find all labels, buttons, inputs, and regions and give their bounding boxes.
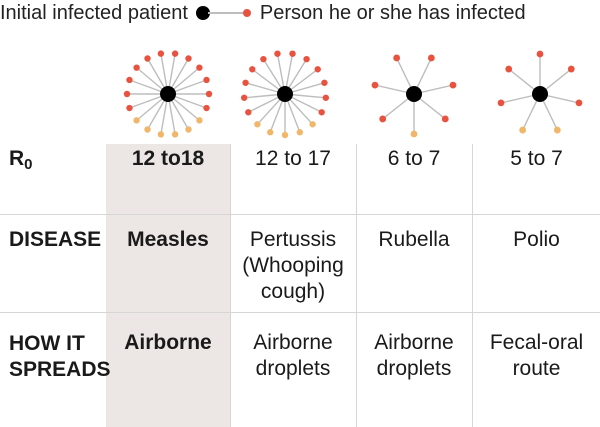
measles-infected-person-dot (126, 76, 133, 84)
measles-highlight-column (106, 144, 230, 427)
pertussis-infected-person-dot (321, 79, 328, 86)
polio-transmission-cluster (497, 50, 583, 134)
rubella-infected-person-dot (427, 54, 435, 62)
legend-initial-label: Initial infected patient (0, 1, 188, 24)
polio-r0-value: 5 to 7 (510, 147, 563, 170)
pertussis-infected-person-dot (242, 79, 249, 86)
pertussis-infected-person-dot (309, 121, 316, 128)
polio-infected-person-dot (519, 126, 527, 134)
measles-infected-person-dot (126, 104, 133, 112)
pertussis-infected-person-dot (245, 109, 252, 116)
rubella-r0-value: 6 to 7 (387, 147, 441, 170)
rubella-infected-person-dot (410, 130, 418, 138)
polio-infected-person-dot (575, 99, 583, 107)
rubella-infected-person-dot (379, 115, 387, 123)
rubella-infected-person-dot (393, 54, 401, 62)
measles-spread-route: Airborne (124, 331, 212, 354)
rubella-patient-dot (406, 86, 422, 102)
pertussis-r0-value: 12 to 17 (255, 147, 331, 170)
measles-disease-name: Measles (127, 228, 209, 251)
pertussis-transmission-cluster (240, 50, 330, 139)
legend-transmission-icon (195, 3, 254, 23)
measles-r0-value: 12 to18 (131, 147, 205, 170)
pertussis-infected-person-dot (274, 50, 281, 57)
pertussis-infected-person-dot (314, 66, 321, 73)
pertussis-infected-person-dot (296, 129, 304, 136)
measles-infected-person-dot (196, 117, 203, 124)
measles-infected-person-dot (171, 50, 179, 57)
column-divider (472, 144, 473, 427)
pertussis-patient-dot (277, 86, 293, 102)
measles-infected-person-dot (133, 117, 140, 124)
rubella-spread-route: Airborne droplets (374, 331, 454, 380)
pertussis-infected-person-dot (281, 131, 289, 139)
measles-infected-person-dot (144, 55, 151, 62)
measles-infected-person-dot (133, 64, 140, 71)
measles-transmission-cluster (123, 50, 213, 138)
row-divider (0, 312, 600, 313)
pertussis-infected-person-dot (303, 55, 310, 63)
measles-infected-person-dot (203, 104, 210, 112)
measles-infected-person-dot (185, 126, 192, 133)
polio-infected-person-dot (536, 50, 544, 58)
polio-infected-person-dot (497, 99, 505, 107)
column-divider (356, 144, 357, 427)
pertussis-disease-name: Pertussis (Whooping cough) (242, 228, 344, 303)
disease-row-label: DISEASE (9, 228, 102, 251)
legend-infected-label: Person he or she has infected (259, 1, 526, 24)
pertussis-infected-person-dot (266, 129, 274, 136)
polio-disease-name: Polio (513, 228, 560, 251)
r0-row-label: R0 (9, 147, 33, 173)
measles-infected-person-dot (123, 90, 131, 98)
rubella-transmission-cluster (371, 54, 457, 138)
polio-infected-person-dot (505, 65, 513, 73)
pertussis-infected-person-dot (260, 55, 267, 63)
pertussis-infected-person-dot (254, 121, 261, 128)
row-divider (0, 214, 600, 215)
polio-spread-route: Fecal-oral route (489, 331, 584, 380)
measles-infected-person-dot (157, 131, 165, 138)
polio-patient-dot (532, 86, 548, 102)
pertussis-infected-person-dot (318, 109, 325, 116)
measles-infected-person-dot (144, 126, 151, 133)
polio-infected-person-dot (553, 126, 561, 134)
measles-infected-person-dot (203, 76, 210, 84)
rubella-infected-person-dot (449, 81, 457, 89)
measles-patient-dot (160, 86, 176, 102)
pertussis-infected-person-dot (240, 94, 248, 101)
pertussis-infected-person-dot (249, 66, 256, 73)
pertussis-infected-person-dot (322, 94, 330, 101)
measles-infected-person-dot (171, 131, 179, 138)
measles-infected-person-dot (157, 50, 165, 57)
legend-patient-dot-icon (195, 6, 210, 20)
spreads-row-label: HOW IT SPREADS (9, 332, 111, 381)
legend-infected-dot-icon (242, 9, 251, 17)
rubella-infected-person-dot (371, 81, 379, 89)
measles-infected-person-dot (196, 64, 203, 71)
rubella-disease-name: Rubella (378, 228, 450, 251)
polio-infected-person-dot (567, 65, 575, 73)
pertussis-spread-route: Airborne droplets (253, 331, 333, 380)
column-divider (230, 144, 231, 427)
measles-infected-person-dot (205, 90, 213, 98)
legend-spoke-icon (207, 12, 246, 14)
measles-infected-person-dot (185, 55, 192, 62)
pertussis-infected-person-dot (289, 50, 296, 57)
rubella-infected-person-dot (441, 115, 449, 123)
legend: Initial infected patient Person he or sh… (0, 0, 526, 26)
